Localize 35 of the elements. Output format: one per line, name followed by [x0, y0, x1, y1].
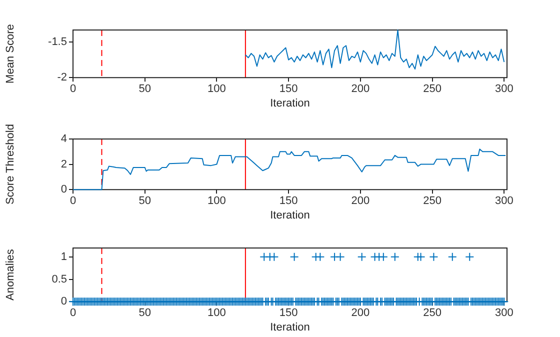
x-tick-label: 300: [494, 307, 514, 320]
x-tick-label: 0: [70, 83, 76, 96]
x-tick-label: 200: [351, 195, 370, 208]
x-tick-label: 50: [138, 83, 151, 96]
x-axis-title: Iteration: [270, 209, 310, 222]
y-tick-label: 0: [60, 184, 67, 196]
x-tick-label: 150: [279, 307, 298, 320]
x-tick-label: 100: [208, 307, 226, 320]
x-tick-label: 0: [70, 307, 76, 320]
x-tick-label: 50: [138, 195, 151, 208]
x-tick-label: 100: [208, 83, 226, 96]
y-tick-label: 0: [60, 296, 67, 308]
x-axis-title: Iteration: [270, 321, 310, 334]
x-tick-label: 50: [138, 307, 151, 320]
x-tick-label: 250: [423, 83, 442, 96]
x-tick-label: 300: [494, 195, 514, 208]
x-tick-label: 250: [423, 195, 442, 208]
x-tick-label: 250: [423, 307, 442, 320]
x-axis-title: Iteration: [270, 97, 310, 110]
y-tick-label: -1.5: [48, 36, 67, 48]
y-axis-title: Score Threshold: [4, 124, 17, 205]
x-tick-label: 100: [208, 195, 226, 208]
x-tick-label: 150: [279, 83, 298, 96]
x-tick-label: 0: [70, 195, 76, 208]
x-tick-label: 300: [494, 83, 514, 96]
y-tick-label: 1: [60, 250, 67, 263]
y-tick-label: 0.5: [52, 273, 67, 286]
x-tick-label: 200: [351, 307, 370, 320]
x-tick-label: 200: [351, 83, 370, 96]
y-axis-title: Mean Score: [4, 24, 17, 84]
y-axis-title: Anomalies: [4, 248, 17, 300]
y-tick-label: -2: [57, 72, 67, 84]
y-tick-label: 2: [60, 158, 67, 170]
y-tick-label: 4: [60, 133, 67, 146]
x-tick-label: 150: [279, 195, 298, 208]
